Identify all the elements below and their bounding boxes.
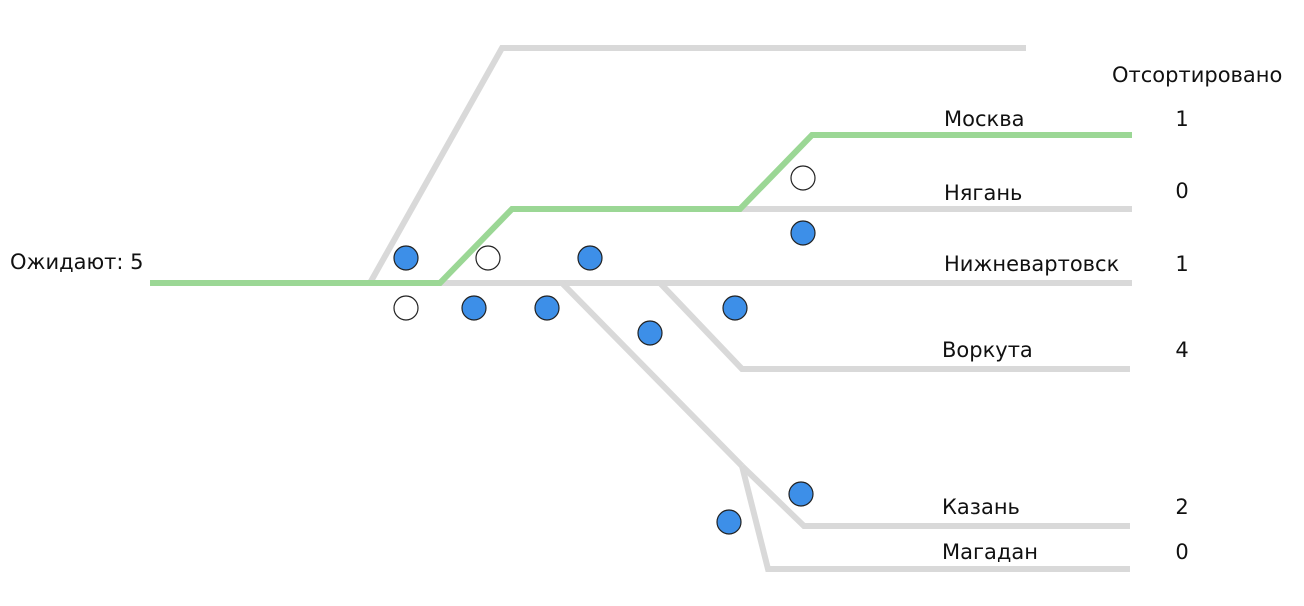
- item-sorted-marker: [461, 295, 487, 321]
- destination-count-nizhnevartovsk: 1: [1175, 252, 1189, 276]
- item-sorted-marker: [788, 481, 814, 507]
- item-pending-marker: [790, 165, 816, 191]
- track-lower-branch: [559, 280, 745, 469]
- track-vorkuta: [657, 280, 1130, 372]
- item-pending-marker: [475, 245, 501, 271]
- destination-name-kazan: Казань: [942, 495, 1020, 519]
- destination-name-magadan: Магадан: [942, 540, 1039, 564]
- destination-name-moskva: Москва: [944, 107, 1025, 131]
- items-layer: [393, 165, 816, 535]
- inactive-tracks: [367, 45, 1132, 572]
- track-magadan: [739, 465, 1130, 572]
- sorted-header: Отсортировано: [1112, 63, 1283, 87]
- item-sorted-marker: [790, 220, 816, 246]
- item-sorted-marker: [577, 245, 603, 271]
- item-sorted-marker: [637, 320, 663, 346]
- destination-count-nyagan: 0: [1175, 179, 1189, 203]
- destination-count-moskva: 1: [1175, 107, 1189, 131]
- item-sorted-marker: [722, 295, 748, 321]
- destination-name-nizhnevartovsk: Нижневартовск: [944, 252, 1120, 276]
- track-top-branch: [367, 45, 1026, 285]
- destination-name-nyagan: Нягань: [944, 181, 1023, 205]
- destination-count-vorkuta: 4: [1175, 338, 1189, 362]
- waiting-label: Ожидают: 5: [10, 250, 144, 274]
- item-sorted-marker: [393, 245, 419, 271]
- item-pending-marker: [393, 295, 419, 321]
- track-kazan: [739, 463, 1130, 529]
- active-route-to-moskva: [150, 132, 1132, 286]
- destination-count-magadan: 0: [1175, 540, 1189, 564]
- destination-count-kazan: 2: [1175, 495, 1189, 519]
- active-route: [150, 132, 1132, 286]
- item-sorted-marker: [716, 509, 742, 535]
- item-sorted-marker: [534, 295, 560, 321]
- destination-name-vorkuta: Воркута: [942, 338, 1033, 362]
